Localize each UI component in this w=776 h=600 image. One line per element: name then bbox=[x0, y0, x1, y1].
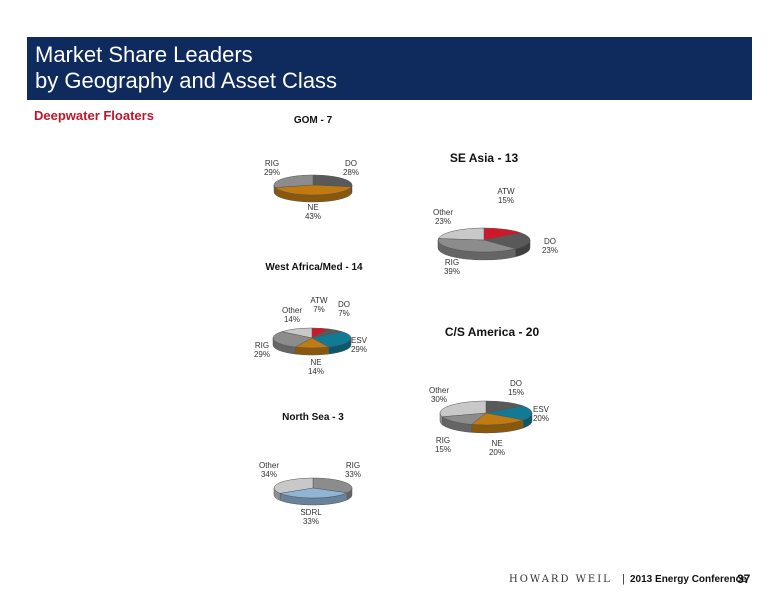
pie-slice-rig bbox=[312, 477, 353, 494]
pie-title: C/S America - 20 bbox=[445, 325, 540, 339]
pie-slice-ne bbox=[471, 412, 525, 426]
pie-slice-ne bbox=[274, 184, 352, 196]
data-label-other: Other 30% bbox=[429, 386, 449, 404]
data-label-rig: RIG 29% bbox=[254, 341, 270, 359]
data-label-atw: ATW 7% bbox=[310, 296, 328, 314]
data-label-do: DO 7% bbox=[338, 300, 350, 318]
title-line-2: by Geography and Asset Class bbox=[35, 68, 338, 93]
data-label-ne: NE 43% bbox=[305, 203, 321, 221]
data-label-other: Other 23% bbox=[433, 208, 453, 226]
footer-separator: | bbox=[622, 573, 625, 585]
pie-title: SE Asia - 13 bbox=[450, 151, 519, 165]
pie-chart-c-s-america-20: C/S America - 20 DO 15% ESV 20% NE 20% RIG 15% Ot… bbox=[429, 325, 550, 457]
pie-slice-other bbox=[439, 400, 487, 417]
data-label-esv: ESV 20% bbox=[533, 405, 550, 423]
data-label-ne: NE 20% bbox=[489, 439, 505, 457]
footer-brand: HOWARD WEIL bbox=[509, 574, 612, 585]
pie-slice-rig bbox=[273, 174, 314, 188]
pie-chart-gom-7: GOM - 7 DO 28% NE 43% RIG 29% bbox=[264, 115, 359, 221]
page-number: 37 bbox=[737, 572, 751, 586]
data-label-do: DO 28% bbox=[343, 159, 359, 177]
data-label-do: DO 15% bbox=[508, 379, 524, 397]
pie-slice-other bbox=[280, 327, 313, 339]
pie-title: GOM - 7 bbox=[294, 115, 333, 126]
pie-chart-north-sea-3: North Sea - 3 RIG 33% SDRL 33% Other 34% bbox=[259, 412, 361, 526]
pie-slice-rig bbox=[272, 331, 313, 348]
data-label-sdrl: SDRL 33% bbox=[300, 508, 322, 526]
data-label-other: Other 34% bbox=[259, 461, 279, 479]
title-banner: Market Share Leaders by Geography and As… bbox=[27, 37, 752, 100]
data-label-rig: RIG 33% bbox=[345, 461, 361, 479]
pie-slice-other bbox=[437, 227, 485, 241]
pie-chart-se-asia-13: SE Asia - 13 ATW 15% DO 23% RIG 39% Other 23% bbox=[433, 151, 558, 276]
pie-title: North Sea - 3 bbox=[282, 412, 344, 423]
pie-slice-do bbox=[483, 232, 531, 250]
data-label-esv: ESV 29% bbox=[351, 336, 368, 354]
section-subtitle: Deepwater Floaters bbox=[34, 108, 154, 123]
pie-slice-do bbox=[312, 174, 353, 188]
data-label-do: DO 23% bbox=[542, 237, 558, 255]
data-label-rig: RIG 29% bbox=[264, 159, 280, 177]
pie-slice-esv bbox=[485, 405, 533, 421]
pie-slice-other bbox=[273, 477, 314, 494]
data-label-rig: RIG 39% bbox=[444, 258, 460, 276]
data-label-rig: RIG 15% bbox=[435, 436, 451, 454]
title-line-1: Market Share Leaders bbox=[35, 42, 253, 67]
data-label-ne: NE 14% bbox=[308, 358, 324, 376]
data-label-atw: ATW 15% bbox=[497, 187, 515, 205]
data-label-other: Other 14% bbox=[282, 306, 302, 324]
pie-slice-rig bbox=[437, 238, 517, 253]
pie-title: West Africa/Med - 14 bbox=[265, 262, 363, 273]
pie-slice-sdrl bbox=[279, 487, 349, 499]
footer-conference: 2013 Energy Conference bbox=[630, 574, 747, 585]
pie-chart-west-africa-med-14: West Africa/Med - 14 ATW 7% DO 7% ESV 29% NE 14%… bbox=[254, 262, 368, 376]
